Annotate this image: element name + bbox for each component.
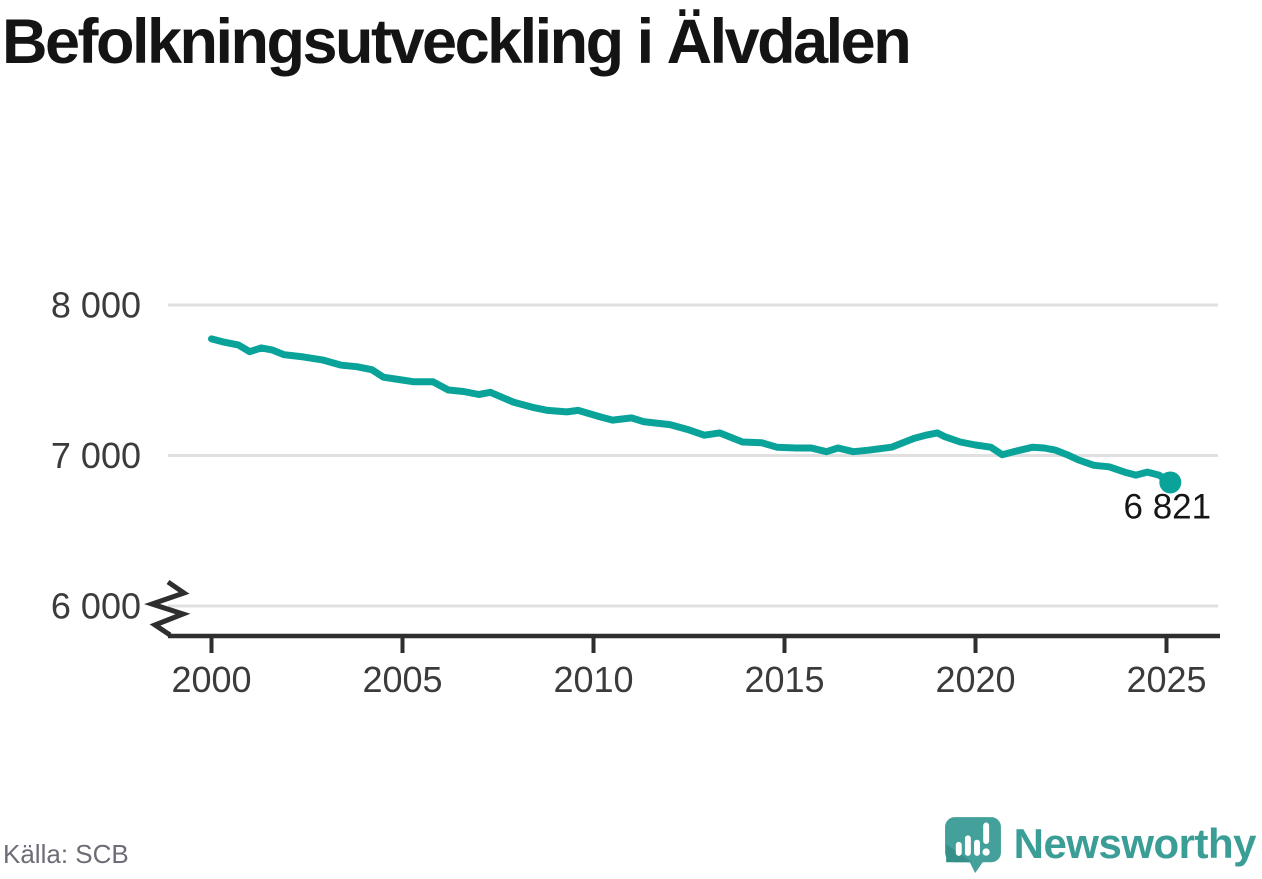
exclamation-dot (982, 848, 990, 856)
bubble-shape (944, 817, 1001, 873)
x-tick-label-2020: 2020 (935, 659, 1015, 700)
x-tick-label-2015: 2015 (744, 659, 824, 700)
newsworthy-logo[interactable]: Newsworthy (942, 815, 1257, 873)
last-point-marker (1159, 471, 1182, 494)
bar-chart-glyph (955, 822, 990, 856)
last-value-label: 6 821 (1124, 487, 1212, 526)
page-title: Befolkningsutveckling i Älvdalen (2, 7, 912, 77)
gridlines (168, 303, 1218, 608)
x-axis-tick-labels: 2000 2005 2010 2015 2020 2025 (171, 659, 1206, 700)
newsworthy-wordmark: Newsworthy (1013, 820, 1257, 867)
x-tick-label-2005: 2005 (362, 659, 442, 700)
newsworthy-speech-bubble-icon (944, 817, 1001, 873)
source-caption: Källa: SCB (3, 839, 129, 869)
axis-break-zigzag (144, 579, 191, 638)
x-tick-label-2000: 2000 (171, 659, 251, 700)
x-axis-ticks (209, 638, 1169, 653)
population-line (208, 335, 1174, 486)
y-tick-label-8000: 8 000 (51, 285, 141, 326)
y-tick-label-6000: 6 000 (51, 586, 141, 627)
exclamation-bar (982, 822, 989, 844)
x-tick-label-2010: 2010 (553, 659, 633, 700)
y-axis-tick-labels: 8 000 7 000 6 000 (51, 285, 141, 627)
y-tick-label-7000: 7 000 (51, 435, 141, 476)
x-tick-label-2025: 2025 (1126, 659, 1206, 700)
